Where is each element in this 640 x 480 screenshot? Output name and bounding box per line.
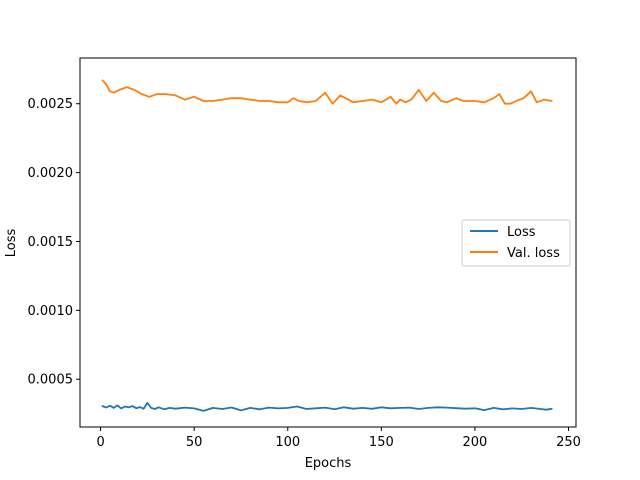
series-layer bbox=[101, 79, 553, 412]
legend-label-loss: Loss bbox=[507, 225, 536, 240]
plot-area-frame bbox=[79, 57, 577, 428]
y-tick-label: 0.0020 bbox=[28, 166, 74, 181]
x-axis-label: Epochs bbox=[305, 456, 352, 471]
legend: Loss Val. loss bbox=[461, 219, 571, 267]
legend-label-val-loss: Val. loss bbox=[507, 246, 560, 261]
x-tick-label: 150 bbox=[369, 435, 394, 450]
x-tick-label: 100 bbox=[275, 435, 300, 450]
x-tick-label: 50 bbox=[186, 435, 203, 450]
y-axis: 0.0005 0.0010 0.0015 0.0020 0.0025 bbox=[28, 97, 80, 388]
y-tick-label: 0.0010 bbox=[28, 304, 74, 319]
series-line-loss bbox=[101, 401, 553, 412]
y-tick-label: 0.0025 bbox=[28, 97, 74, 112]
x-tick-label: 0 bbox=[96, 435, 104, 450]
series-line-val-loss bbox=[101, 79, 553, 105]
y-axis-label: Loss bbox=[4, 229, 19, 258]
y-tick-label: 0.0005 bbox=[28, 373, 74, 388]
x-tick-label: 250 bbox=[556, 435, 581, 450]
x-tick-label: 200 bbox=[463, 435, 488, 450]
x-axis: 0 50 100 150 200 250 bbox=[96, 427, 581, 450]
y-tick-label: 0.0015 bbox=[28, 235, 74, 250]
